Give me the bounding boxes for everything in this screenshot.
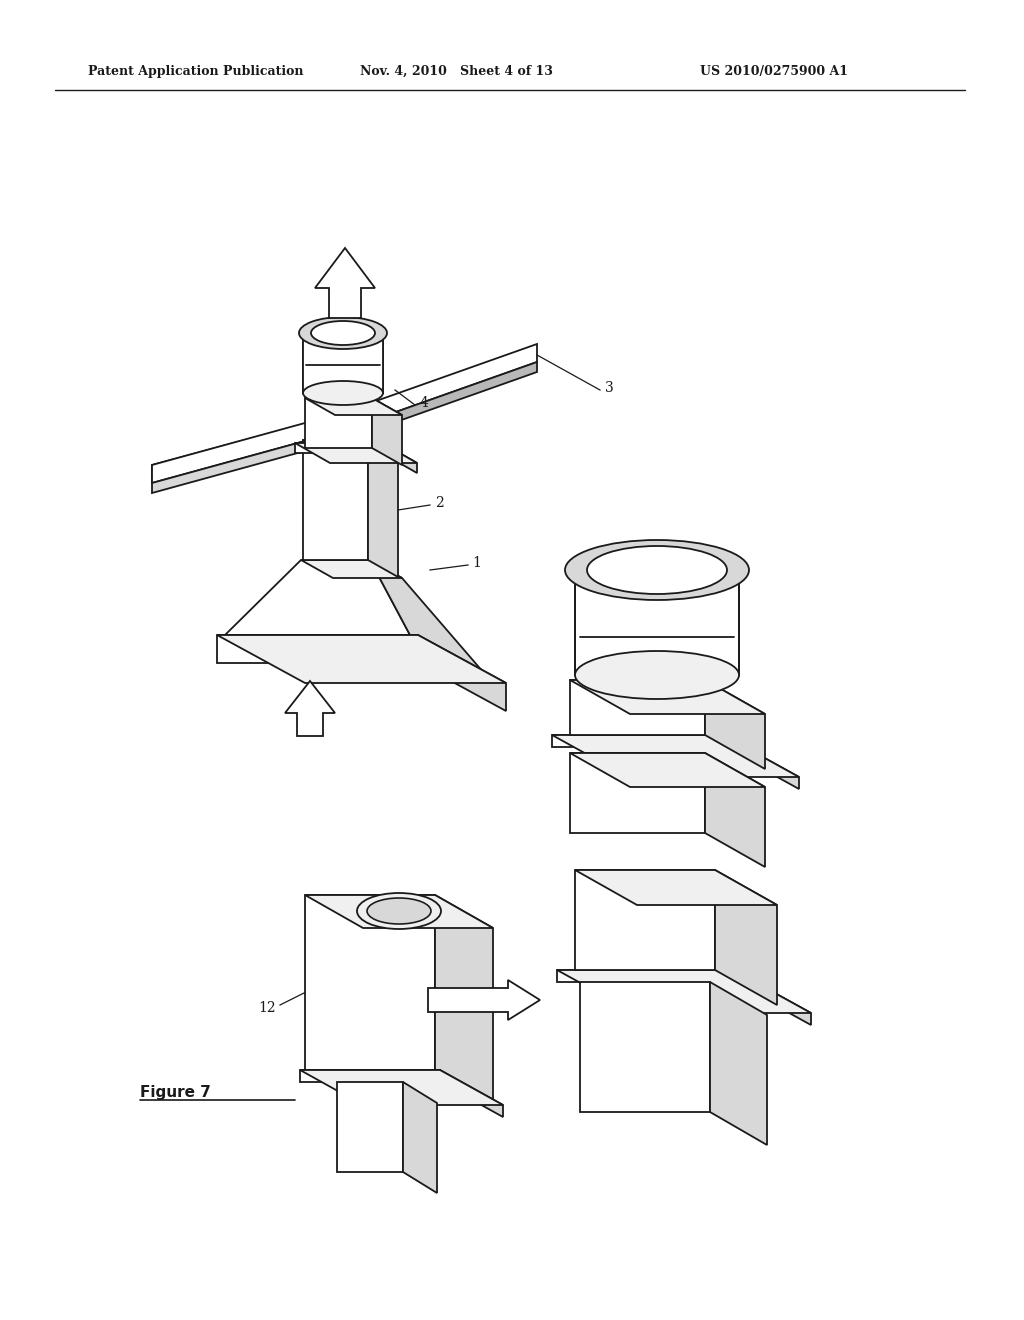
Polygon shape <box>705 752 765 867</box>
Ellipse shape <box>311 321 375 345</box>
Ellipse shape <box>357 894 441 929</box>
Polygon shape <box>418 635 506 711</box>
Polygon shape <box>152 430 345 492</box>
Polygon shape <box>368 440 398 577</box>
Text: Patent Application Publication: Patent Application Publication <box>88 65 303 78</box>
Polygon shape <box>305 399 402 414</box>
Polygon shape <box>295 444 382 453</box>
Polygon shape <box>557 970 733 982</box>
Ellipse shape <box>565 540 749 601</box>
Polygon shape <box>723 735 799 789</box>
Polygon shape <box>217 635 418 663</box>
Polygon shape <box>705 680 765 770</box>
Polygon shape <box>570 752 705 833</box>
Polygon shape <box>710 982 767 1144</box>
Ellipse shape <box>303 381 383 405</box>
Polygon shape <box>570 680 705 735</box>
Polygon shape <box>575 870 777 906</box>
Polygon shape <box>382 444 417 473</box>
Polygon shape <box>552 735 723 747</box>
Polygon shape <box>715 870 777 1005</box>
Text: 3: 3 <box>605 381 613 395</box>
Polygon shape <box>300 1071 440 1082</box>
Polygon shape <box>305 895 493 928</box>
Polygon shape <box>575 570 739 675</box>
Polygon shape <box>152 345 537 483</box>
Polygon shape <box>217 635 506 682</box>
Polygon shape <box>370 560 490 680</box>
Polygon shape <box>570 680 765 714</box>
Polygon shape <box>580 982 710 1111</box>
Polygon shape <box>372 399 402 465</box>
Polygon shape <box>305 399 372 447</box>
Polygon shape <box>315 248 375 318</box>
Ellipse shape <box>367 898 431 924</box>
Ellipse shape <box>299 317 387 348</box>
Polygon shape <box>557 970 811 1012</box>
Polygon shape <box>345 362 537 440</box>
Polygon shape <box>403 1082 437 1193</box>
Polygon shape <box>303 333 383 393</box>
Polygon shape <box>152 345 536 483</box>
Polygon shape <box>570 752 765 787</box>
Text: 4: 4 <box>420 396 429 411</box>
Polygon shape <box>285 681 335 737</box>
Polygon shape <box>428 979 540 1020</box>
Polygon shape <box>301 560 402 578</box>
Text: 12: 12 <box>258 1001 275 1015</box>
Text: US 2010/0275900 A1: US 2010/0275900 A1 <box>700 65 848 78</box>
Polygon shape <box>225 560 410 635</box>
Text: 2: 2 <box>435 496 443 510</box>
Polygon shape <box>337 1082 403 1172</box>
Text: Nov. 4, 2010   Sheet 4 of 13: Nov. 4, 2010 Sheet 4 of 13 <box>360 65 553 78</box>
Polygon shape <box>300 1071 503 1105</box>
Text: Figure 7: Figure 7 <box>140 1085 211 1100</box>
Polygon shape <box>295 444 417 463</box>
Polygon shape <box>303 440 368 560</box>
Polygon shape <box>303 440 398 457</box>
Polygon shape <box>435 895 493 1104</box>
Polygon shape <box>305 895 435 1071</box>
Polygon shape <box>552 735 799 777</box>
Polygon shape <box>440 1071 503 1117</box>
Polygon shape <box>575 870 715 970</box>
Polygon shape <box>733 970 811 1026</box>
Ellipse shape <box>575 651 739 700</box>
Ellipse shape <box>587 546 727 594</box>
Text: 1: 1 <box>472 556 481 570</box>
